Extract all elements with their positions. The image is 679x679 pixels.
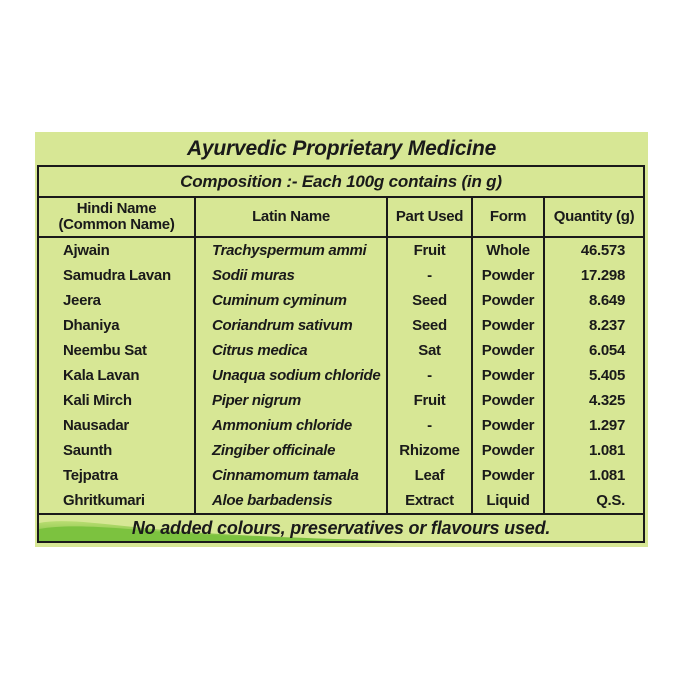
cell-part-used: Extract: [386, 488, 471, 513]
cell-part-used: Fruit: [386, 388, 471, 413]
cell-part-used: -: [386, 413, 471, 438]
footer-note: No added colours, preservatives or flavo…: [131, 517, 551, 538]
cell-quantity: 46.573: [543, 238, 643, 263]
cell-part-used: Seed: [386, 313, 471, 338]
cell-latin-name: Coriandrum sativum: [194, 313, 386, 338]
cell-hindi-name: Dhaniya: [63, 317, 120, 334]
col-header-hindi-name: Hindi Name (Common Name): [39, 198, 194, 236]
cell-form: Powder: [471, 338, 543, 363]
cell-hindi-name: Kali Mirch: [63, 392, 132, 409]
cell-quantity: 8.237: [543, 313, 643, 338]
cell-latin-name: Cinnamomum tamala: [194, 463, 386, 488]
cell-form: Powder: [471, 438, 543, 463]
cell-form: Powder: [471, 388, 543, 413]
cell-quantity: 1.297: [543, 413, 643, 438]
cell-quantity: 17.298: [543, 263, 643, 288]
cell-quantity: 5.405: [543, 363, 643, 388]
cell-latin-name: Piper nigrum: [194, 388, 386, 413]
col-header-part-used: Part Used: [386, 198, 471, 236]
cell-latin-name: Cuminum cyminum: [194, 288, 386, 313]
cell-quantity: 4.325: [543, 388, 643, 413]
cell-form: Powder: [471, 263, 543, 288]
cell-latin-name: Ammonium chloride: [194, 413, 386, 438]
cell-latin-name: Aloe barbadensis: [194, 488, 386, 513]
cell-quantity: 8.649: [543, 288, 643, 313]
cell-part-used: Seed: [386, 288, 471, 313]
cell-hindi-name: Kala Lavan: [63, 367, 140, 384]
medicine-label-panel: Ayurvedic Proprietary Medicine Compositi…: [35, 132, 648, 547]
col-header-form: Form: [471, 198, 543, 236]
cell-hindi-name: Ghritkumari: [63, 492, 145, 509]
cell-quantity: Q.S.: [543, 488, 643, 513]
cell-hindi-name: Ajwain: [63, 242, 110, 259]
cell-quantity: 1.081: [543, 463, 643, 488]
cell-part-used: -: [386, 263, 471, 288]
cell-latin-name: Sodii muras: [194, 263, 386, 288]
cell-form: Powder: [471, 363, 543, 388]
cell-form: Powder: [471, 288, 543, 313]
cell-part-used: Leaf: [386, 463, 471, 488]
col-header-hindi-name-line2: (Common Name): [58, 216, 175, 233]
col-header-hindi-name-line1: Hindi Name: [76, 200, 157, 217]
cell-form: Whole: [471, 238, 543, 263]
cell-hindi-name: Saunth: [63, 442, 113, 459]
cell-part-used: Sat: [386, 338, 471, 363]
col-header-quantity: Quantity (g): [543, 198, 643, 236]
cell-latin-name: Zingiber officinale: [194, 438, 386, 463]
col-header-latin-name: Latin Name: [194, 198, 386, 236]
cell-hindi-name: Nausadar: [63, 417, 129, 434]
panel-title: Ayurvedic Proprietary Medicine: [186, 136, 497, 160]
cell-part-used: Fruit: [386, 238, 471, 263]
cell-form: Powder: [471, 413, 543, 438]
composition-table-body: Ajwain Trachyspermum ammi Fruit Whole 46.573…: [39, 238, 643, 513]
cell-latin-name: Citrus medica: [194, 338, 386, 363]
cell-latin-name: Unaqua sodium chloride: [194, 363, 386, 388]
cell-hindi-name: Jeera: [63, 292, 101, 309]
cell-form: Powder: [471, 313, 543, 338]
composition-table: Composition :- Each 100g contains (in g)…: [37, 165, 645, 543]
table-header-row: Hindi Name (Common Name) Latin Name Part…: [39, 198, 643, 238]
cell-part-used: Rhizome: [386, 438, 471, 463]
cell-hindi-name: Neembu Sat: [63, 342, 147, 359]
cell-quantity: 6.054: [543, 338, 643, 363]
cell-quantity: 1.081: [543, 438, 643, 463]
footer-note-row: No added colours, preservatives or flavo…: [39, 513, 643, 541]
green-swoosh-decoration: [39, 521, 399, 541]
cell-form: Powder: [471, 463, 543, 488]
cell-latin-name: Trachyspermum ammi: [194, 238, 386, 263]
cell-part-used: -: [386, 363, 471, 388]
cell-hindi-name: Tejpatra: [63, 467, 118, 484]
composition-heading: Composition :- Each 100g contains (in g): [39, 167, 643, 198]
cell-form: Liquid: [471, 488, 543, 513]
cell-hindi-name: Samudra Lavan: [63, 267, 171, 284]
